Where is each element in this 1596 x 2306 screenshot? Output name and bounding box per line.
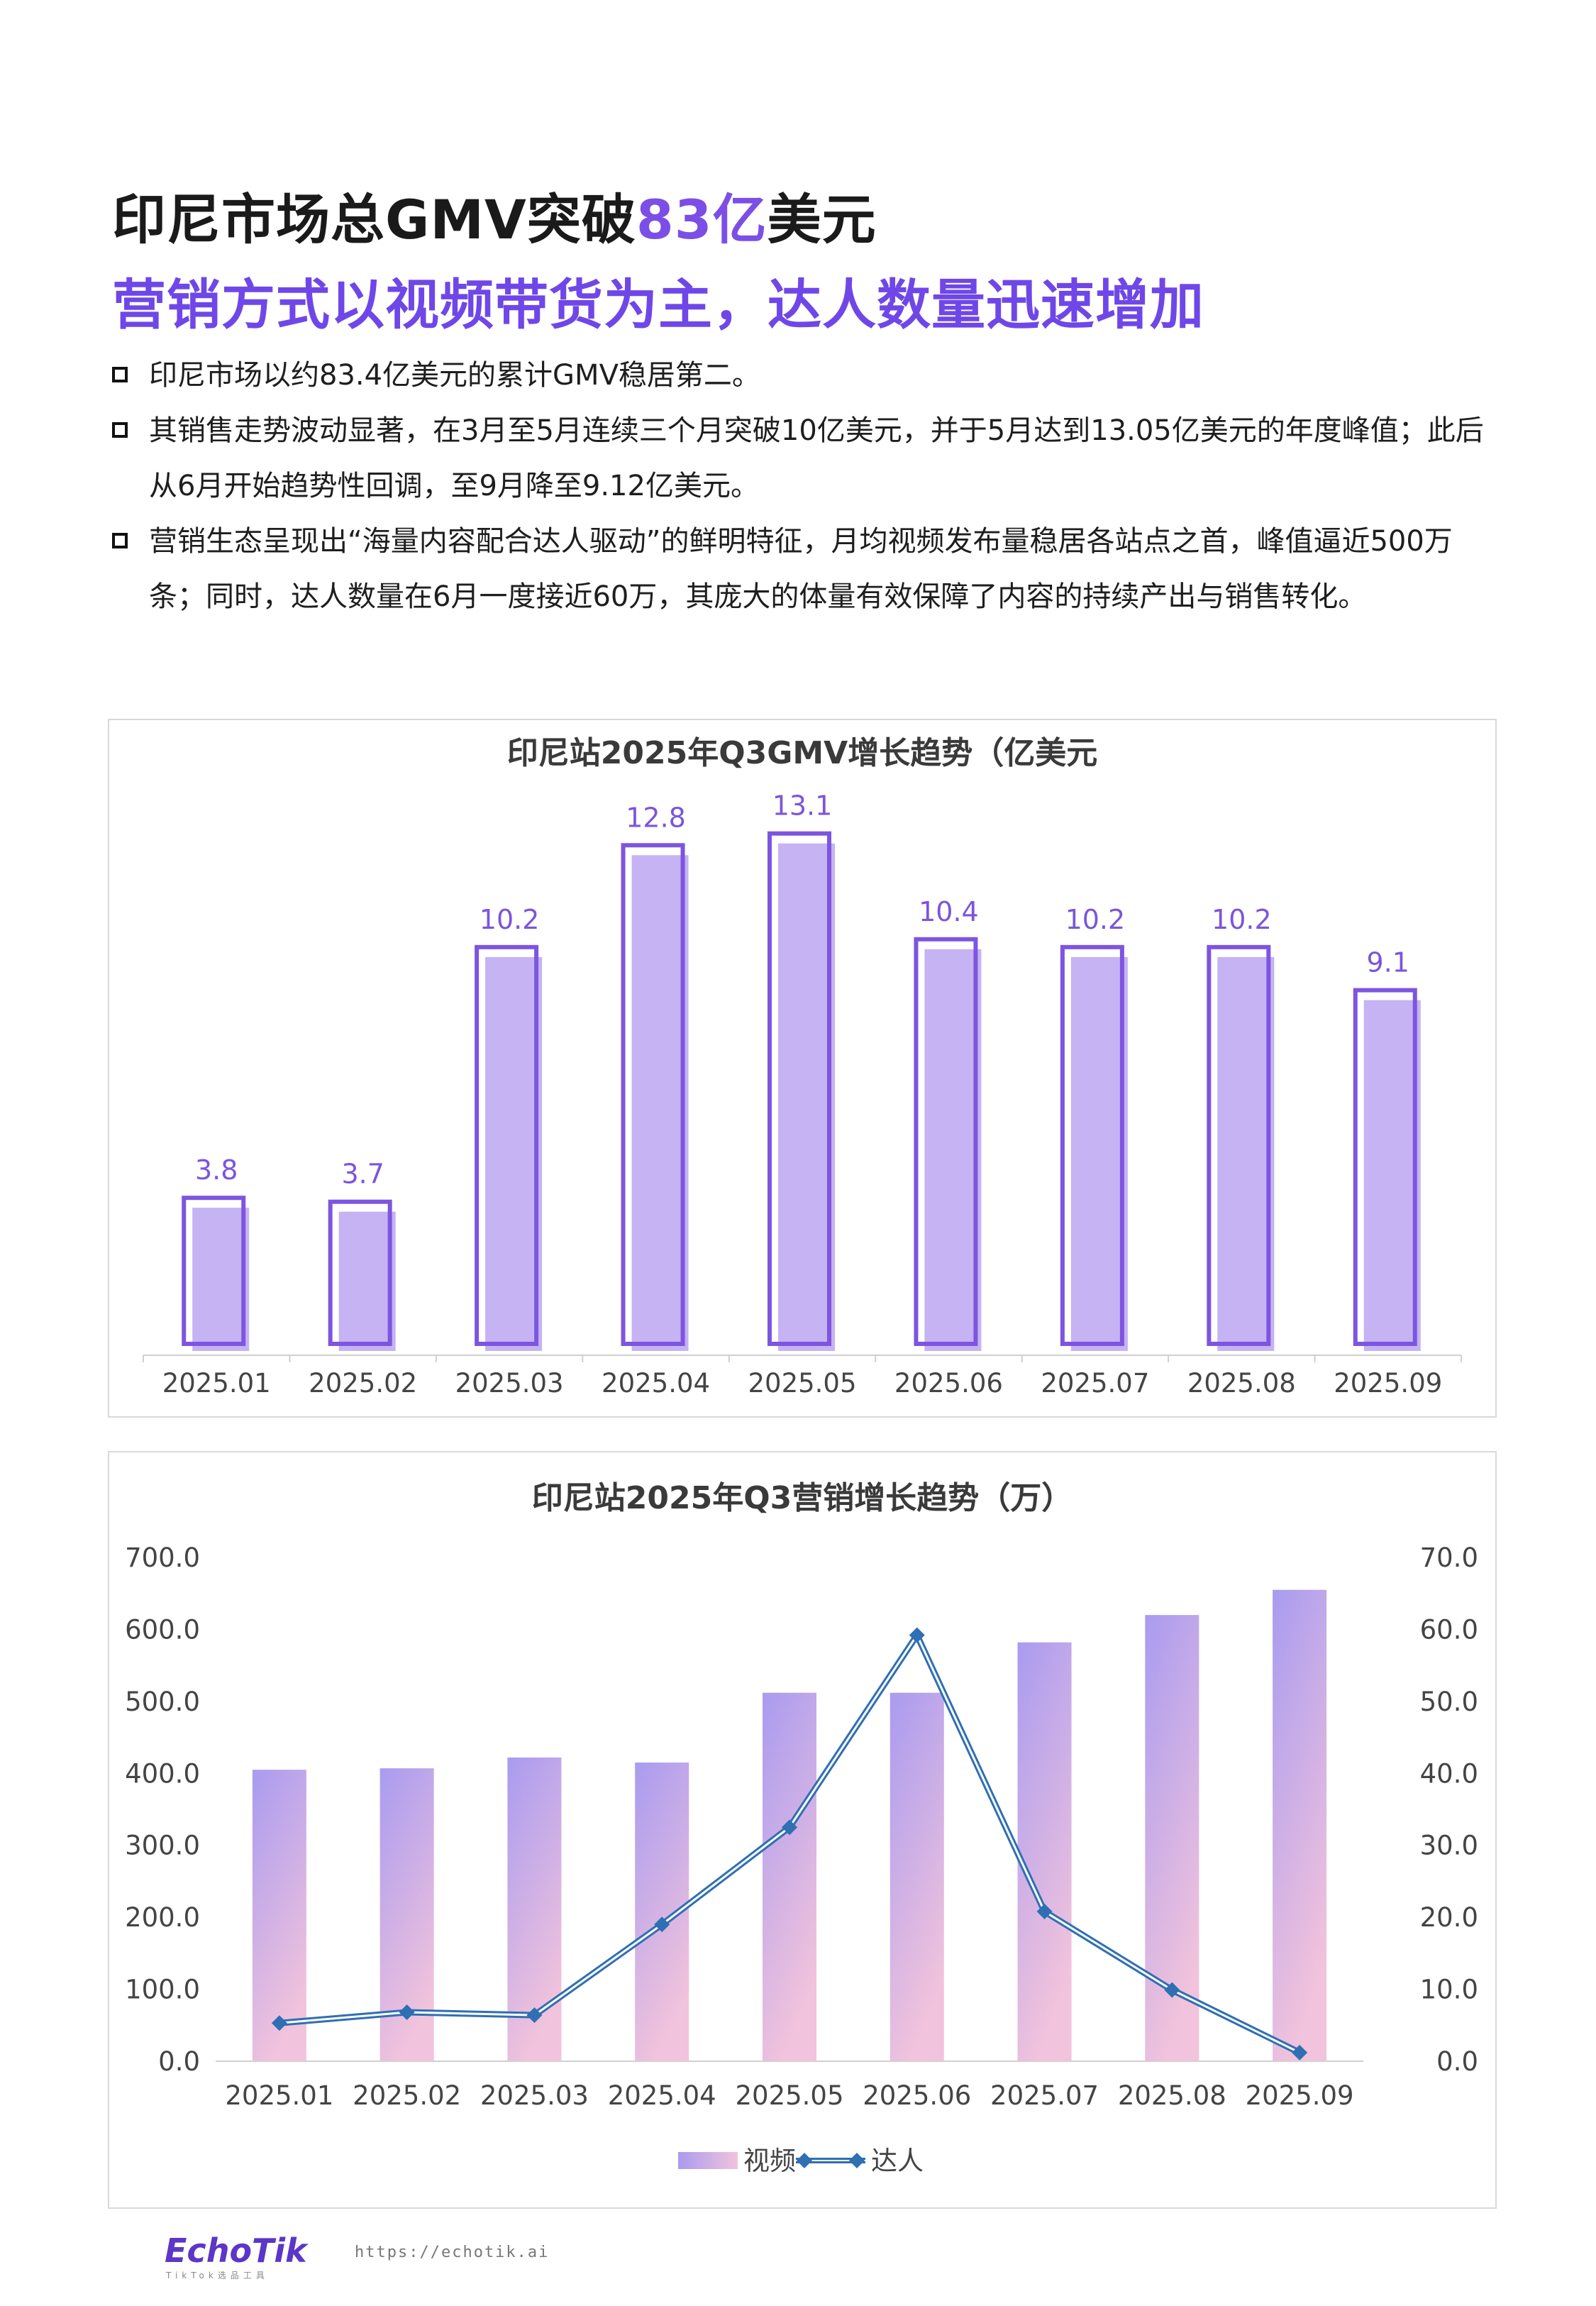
left-y-tick-label: 200.0 (125, 1902, 200, 1933)
left-y-tick-label: 600.0 (125, 1614, 200, 1645)
gmv-bar (924, 949, 982, 1351)
x-tick-label: 2025.06 (894, 1368, 1003, 1399)
left-y-tick-label: 500.0 (125, 1687, 200, 1717)
x-tick-label: 2025.07 (990, 2080, 1099, 2111)
left-y-tick-label: 0.0 (158, 2046, 200, 2077)
gmv-bar-outline (475, 944, 539, 1347)
left-y-tick-label: 400.0 (125, 1758, 200, 1789)
legend-video-label: 视频 (743, 2146, 796, 2176)
video-bar (1273, 1589, 1327, 2061)
right-y-tick-label: 60.0 (1420, 1614, 1478, 1645)
bullet-item: 印尼市场以约83.4亿美元的累计GMV稳居第二。 (112, 348, 1495, 403)
x-tick-label: 2025.07 (1041, 1368, 1149, 1399)
gmv-bar (1070, 956, 1128, 1351)
x-tick-label: 2025.02 (309, 1368, 417, 1399)
x-tick-label: 2025.01 (162, 1368, 271, 1399)
x-tick-label: 2025.04 (608, 2080, 716, 2111)
gmv-bar (338, 1211, 396, 1351)
gmv-bar-outline (1207, 944, 1271, 1347)
gmv-bar (192, 1208, 250, 1351)
x-tick-label: 2025.05 (735, 2080, 843, 2111)
gmv-bar (631, 855, 689, 1351)
marketing-chart-panel: 印尼站2025年Q3营销增长趋势（万） 0.0 100.0 200.0 300.0 40… (108, 1451, 1497, 2209)
left-y-tick-label: 700.0 (125, 1543, 200, 1573)
x-tick-label: 2025.08 (1187, 1368, 1296, 1399)
gmv-data-label: 10.2 (480, 904, 540, 935)
gmv-data-label: 12.8 (626, 802, 686, 833)
marketing-chart-title: 印尼站2025年Q3营销增长趋势（万） (531, 1480, 1073, 1516)
square-bullet-icon (112, 533, 128, 548)
marketing-combo-chart: 0.0 100.0 200.0 300.0 400.0 500.0 600.0 700.0 0.… (125, 1543, 1478, 2176)
x-tick-label: 2025.02 (353, 2080, 461, 2111)
footer-url[interactable]: https://echotik.ai (355, 2244, 550, 2261)
creator-point (1036, 1904, 1053, 1920)
gmv-bar-outline (914, 937, 978, 1346)
video-bar (1017, 1642, 1072, 2061)
x-tick-label: 2025.06 (863, 2080, 971, 2111)
gmv-data-label: 3.8 (195, 1154, 238, 1186)
right-y-tick-label: 50.0 (1420, 1687, 1478, 1717)
left-y-tick-label: 300.0 (125, 1831, 200, 1861)
gmv-data-label: 3.7 (341, 1159, 384, 1190)
legend-video-swatch (678, 2152, 738, 2169)
gmv-data-label: 10.4 (919, 896, 979, 927)
right-y-tick-label: 20.0 (1420, 1902, 1478, 1933)
creator-point (271, 2015, 287, 2031)
x-tick-label: 2025.03 (455, 1368, 564, 1399)
title-highlight: 83亿 (636, 188, 767, 251)
gmv-bar (1363, 1000, 1421, 1351)
gmv-bar-outline (621, 843, 685, 1346)
video-bar (890, 1692, 944, 2061)
square-bullet-icon (112, 422, 128, 438)
creator-point (654, 1916, 670, 1933)
legend-creator-label: 达人 (871, 2146, 924, 2176)
creator-point (399, 2004, 415, 2021)
gmv-data-label: 9.1 (1367, 947, 1409, 978)
gmv-data-label: 10.2 (1212, 904, 1272, 935)
video-bar (252, 1770, 306, 2061)
gmv-bar (778, 843, 835, 1351)
right-y-tick-label: 10.0 (1420, 1975, 1478, 2005)
creator-point (1292, 2044, 1308, 2060)
right-y-tick-label: 70.0 (1420, 1543, 1478, 1573)
logo-tagline: TikTok选品工具 (166, 2271, 269, 2280)
gmv-bar (1217, 956, 1275, 1351)
gmv-data-label: 10.2 (1065, 904, 1126, 935)
left-y-tick-label: 100.0 (125, 1975, 200, 2005)
bullet-list: 印尼市场以约83.4亿美元的累计GMV稳居第二。 其销售走势波动显著，在3月至5… (112, 348, 1495, 624)
x-tick-label: 2025.09 (1334, 1368, 1442, 1399)
x-tick-label: 2025.05 (748, 1368, 856, 1399)
gmv-chart-panel: 印尼站2025年Q3GMV增长趋势（亿美元 3.8 2025.01 3.7 2025.… (108, 719, 1497, 1418)
page-subtitle: 营销方式以视频带货为主，达人数量迅速增加 (112, 273, 1204, 336)
creator-point (526, 2007, 543, 2024)
creator-point (782, 1819, 797, 1836)
x-tick-label: 2025.04 (602, 1368, 710, 1399)
page-title: 印尼市场总GMV突破83亿美元 (112, 188, 877, 251)
right-y-tick-label: 0.0 (1436, 2046, 1478, 2077)
gmv-bar-outline (1060, 944, 1124, 1347)
gmv-bar-chart: 3.8 2025.01 3.7 2025.02 10.2 2025.03 12.8 2025.… (143, 790, 1462, 1399)
bullet-item: 营销生态呈现出“海量内容配合达人驱动”的鲜明特征，月均视频发布量稳居各站点之首，… (112, 514, 1495, 624)
bullet-item: 其销售走势波动显著，在3月至5月连续三个月突破10亿美元，并于5月达到13.05… (112, 403, 1495, 514)
x-tick-label: 2025.09 (1246, 2080, 1354, 2111)
legend-creator-marker (797, 2153, 812, 2168)
right-y-tick-label: 40.0 (1420, 1758, 1478, 1789)
gmv-bar-outline (328, 1199, 392, 1347)
video-bar (763, 1692, 816, 2061)
square-bullet-icon (112, 367, 128, 382)
right-y-tick-label: 30.0 (1420, 1831, 1478, 1861)
gmv-data-label: 13.1 (772, 790, 833, 822)
x-tick-label: 2025.01 (225, 2080, 333, 2111)
x-tick-label: 2025.03 (480, 2080, 589, 2111)
creator-point (909, 1627, 925, 1643)
gmv-bar-outline (182, 1196, 246, 1347)
gmv-chart-title: 印尼站2025年Q3GMV增长趋势（亿美元 (506, 735, 1098, 771)
legend-creator-marker (849, 2153, 865, 2168)
gmv-bar (485, 956, 543, 1351)
x-tick-label: 2025.08 (1118, 2080, 1226, 2111)
echotik-logo: EchoTik (165, 2231, 307, 2270)
gmv-bar-outline (767, 831, 831, 1346)
creator-point (1164, 1982, 1180, 1998)
gmv-bar-outline (1353, 988, 1417, 1346)
